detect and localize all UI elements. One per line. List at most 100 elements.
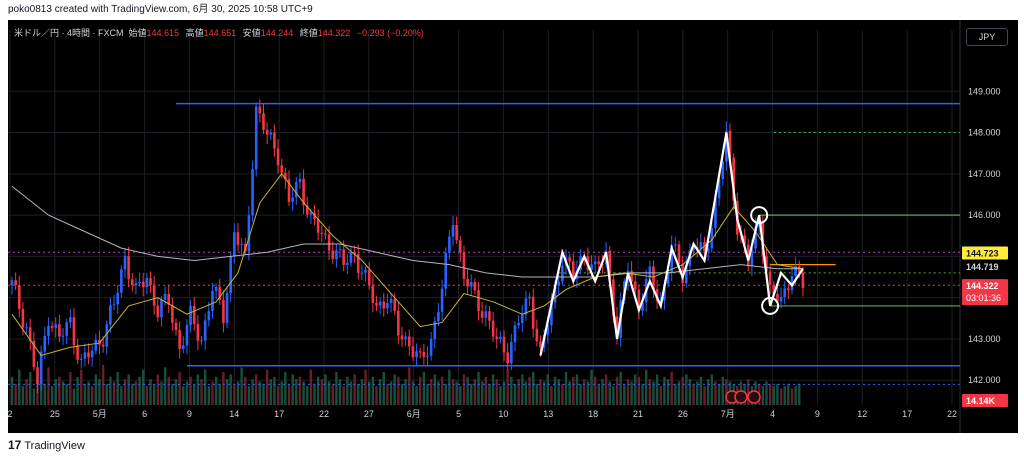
candle-body (378, 301, 382, 306)
candle-body (466, 278, 469, 287)
candle-body (69, 317, 72, 323)
volume-bar (422, 372, 426, 405)
candle-body (404, 336, 407, 340)
volume-bar (174, 379, 178, 405)
x-tick-label: 17 (902, 409, 912, 419)
candle-body (546, 325, 550, 335)
pattern-circle (750, 206, 769, 225)
currency-button[interactable]: JPY (966, 28, 1008, 46)
candle-body (608, 250, 612, 280)
price-chart[interactable]: 142.000143.000144.000145.000146.000147.0… (8, 20, 1018, 433)
ma-fast-line (11, 173, 803, 357)
candle-body (43, 335, 47, 352)
volume-bar (426, 383, 429, 405)
candle-body (145, 278, 149, 288)
candle-body (561, 265, 564, 282)
candle-body (233, 232, 236, 256)
candle-body (189, 305, 192, 326)
volume-bar (604, 374, 608, 405)
volume-bar (36, 381, 39, 405)
candle-body (269, 132, 273, 135)
change-value: −0.293 (−0.20%) (356, 28, 424, 38)
volume-bar (251, 379, 254, 405)
volume-tag-bg (962, 394, 1008, 407)
x-tick-label: 10 (498, 409, 508, 419)
candle-body (510, 342, 513, 364)
candle-body (90, 350, 94, 358)
candle-body (728, 130, 732, 158)
volume-bar (644, 369, 648, 405)
candle-body (182, 345, 185, 349)
volume-bar (798, 383, 801, 405)
us-flag-icon (747, 390, 761, 404)
candle-body (743, 235, 746, 245)
candle-body (309, 212, 313, 215)
candle-body (499, 336, 502, 340)
volume-bar (163, 367, 167, 405)
candle-body (717, 179, 721, 199)
volume-bar (14, 383, 17, 405)
volume-bar (473, 379, 477, 405)
candle-body (254, 106, 258, 170)
candle-body (477, 290, 480, 312)
candle-body (473, 282, 477, 291)
volume-bar (692, 383, 695, 405)
volume-bar (218, 383, 221, 405)
candle-body (163, 294, 167, 300)
candle-body (386, 303, 389, 309)
candle-body (524, 298, 528, 315)
candle-body (382, 301, 386, 309)
volume-bar (502, 381, 506, 405)
volume-bar (637, 376, 641, 405)
volume-bar (586, 381, 590, 405)
volume-bar (506, 369, 509, 405)
candle-body (214, 286, 218, 291)
tradingview-logo[interactable]: 17 TradingView (8, 438, 85, 453)
volume-bar (608, 381, 611, 405)
volume-bar (652, 381, 655, 405)
volume-bar (225, 379, 229, 405)
volume-bar (397, 376, 400, 405)
volume-bar (619, 372, 622, 405)
candle-body (338, 249, 342, 251)
candle-body (265, 129, 269, 135)
volume-bar (255, 374, 258, 405)
candle-body (407, 336, 411, 347)
candle-body (294, 182, 298, 198)
close-label: 終値 (299, 28, 318, 38)
candle-body (550, 302, 553, 326)
chart-frame[interactable]: 142.000143.000144.000145.000146.000147.0… (8, 20, 1018, 433)
candle-body (76, 345, 79, 360)
volume-bar (783, 386, 786, 405)
candle-body (356, 254, 360, 273)
volume-bar (444, 383, 447, 405)
candle-body (462, 252, 466, 279)
x-tick-label: 21 (633, 409, 643, 419)
x-tick-label: 22 (319, 409, 329, 419)
countdown-tag: 03:01:36 (966, 293, 1001, 303)
candle-body (714, 198, 717, 228)
candle-body (539, 341, 542, 348)
candle-body (324, 233, 327, 235)
candle-body (692, 247, 695, 251)
candle-body (699, 242, 703, 250)
candle-body (517, 322, 520, 326)
candle-body (116, 292, 119, 305)
candle-body (637, 289, 641, 311)
candle-body (258, 106, 262, 114)
candle-body (21, 308, 25, 328)
volume-bar (262, 383, 265, 405)
volume-bar (419, 376, 422, 405)
candle-body (495, 336, 499, 340)
x-tick-label: 18 (588, 409, 598, 419)
volume-bar (655, 374, 659, 405)
volume-bar (393, 374, 396, 405)
volume-bar (276, 386, 280, 405)
candle-body (557, 281, 561, 286)
volume-bar (90, 386, 94, 405)
volume-bar (524, 381, 528, 405)
volume-bar (663, 376, 666, 405)
x-tick-label: 25 (50, 409, 60, 419)
low-label: 安値 (242, 28, 261, 38)
x-tick-label: 9 (187, 409, 192, 419)
